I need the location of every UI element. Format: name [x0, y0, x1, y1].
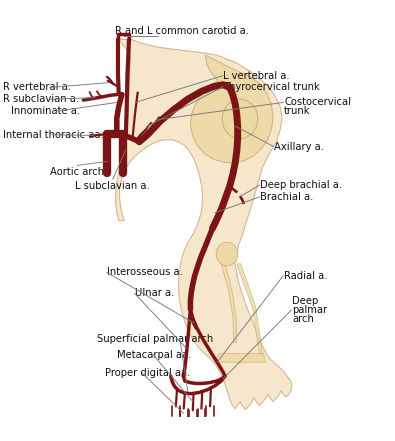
Polygon shape: [190, 55, 273, 163]
Polygon shape: [116, 39, 292, 409]
Text: Aortic arch: Aortic arch: [51, 168, 105, 177]
Ellipse shape: [216, 242, 238, 266]
Text: Deep: Deep: [292, 296, 318, 306]
Text: Internal thoracic aa.: Internal thoracic aa.: [3, 130, 103, 140]
Polygon shape: [220, 259, 237, 343]
Text: Ulnar a.: Ulnar a.: [135, 288, 174, 298]
Text: Proper digital aa.: Proper digital aa.: [105, 368, 190, 378]
Ellipse shape: [222, 99, 258, 138]
Text: Thyrocervical trunk: Thyrocervical trunk: [223, 82, 320, 92]
Text: Superficial palmar arch: Superficial palmar arch: [97, 333, 213, 344]
Text: R vertebral a.: R vertebral a.: [3, 82, 71, 93]
Text: Brachial a.: Brachial a.: [260, 192, 314, 202]
Text: Deep brachial a.: Deep brachial a.: [260, 180, 342, 190]
Text: Innominate a.: Innominate a.: [11, 106, 80, 116]
Polygon shape: [217, 354, 265, 362]
Text: L vertebral a.: L vertebral a.: [223, 71, 290, 81]
Text: Axillary a.: Axillary a.: [274, 142, 324, 152]
Text: trunk: trunk: [284, 106, 310, 116]
Text: Radial a.: Radial a.: [284, 271, 327, 280]
Text: palmar: palmar: [292, 305, 327, 315]
Text: Interosseous a.: Interosseous a.: [107, 267, 183, 277]
Text: R subclavian a.: R subclavian a.: [3, 94, 79, 104]
Text: Metacarpal aa.: Metacarpal aa.: [117, 350, 191, 360]
Text: L subclavian a.: L subclavian a.: [75, 181, 150, 191]
Text: arch: arch: [292, 314, 314, 324]
Polygon shape: [237, 264, 262, 355]
Text: Costocervical: Costocervical: [284, 97, 351, 108]
Text: R and L common carotid a.: R and L common carotid a.: [115, 26, 249, 36]
